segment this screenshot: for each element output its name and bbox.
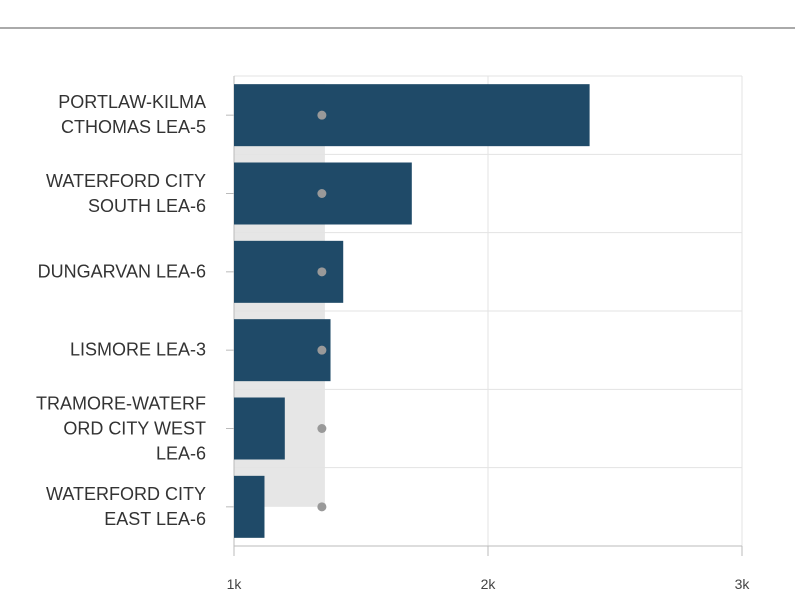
average-dot <box>317 189 327 198</box>
bar <box>234 319 331 382</box>
category-label: WATERFORD CITY EAST LEA-6 <box>46 483 206 529</box>
bar <box>234 84 590 147</box>
bar <box>234 240 344 303</box>
category-label: TRAMORE-WATERF ORD CITY WEST LEA-6 <box>36 393 206 463</box>
x-tick-label: 2k <box>481 576 497 592</box>
bar <box>234 397 285 460</box>
average-dot <box>317 110 327 120</box>
x-tick-label: 1k <box>227 576 243 592</box>
average-dot <box>317 424 327 433</box>
x-tick-label: 3k <box>735 576 751 592</box>
bar <box>234 475 265 538</box>
category-label: LISMORE LEA-3 <box>69 339 206 360</box>
category-label: WATERFORD CITY SOUTH LEA-6 <box>46 170 206 216</box>
average-dot <box>317 345 327 355</box>
category-label: PORTLAW-KILMA CTHOMAS LEA-5 <box>58 92 206 138</box>
average-dot <box>317 502 327 512</box>
category-label: DUNGARVAN LEA-6 <box>37 261 206 282</box>
average-dot <box>317 267 327 277</box>
